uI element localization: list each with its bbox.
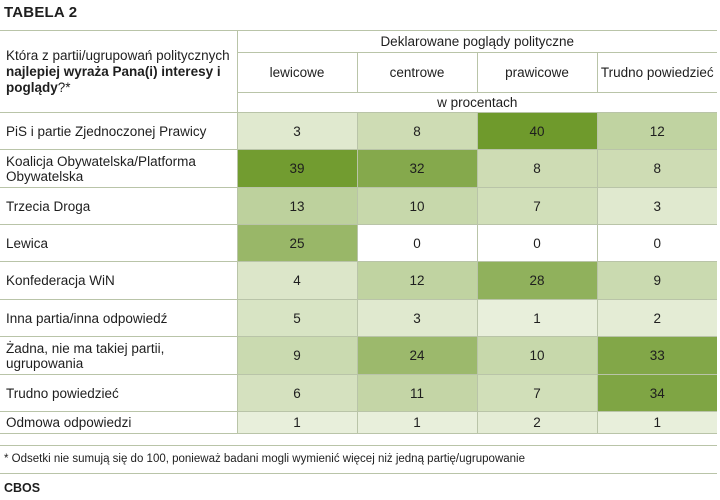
- value-cell: 3: [356, 299, 478, 337]
- value-cell: 10: [356, 187, 478, 225]
- value-cell: 39: [236, 149, 358, 188]
- row-label: Trudno powiedzieć: [0, 374, 238, 412]
- value-cell: 10: [476, 336, 598, 375]
- value-cell: 9: [236, 336, 358, 375]
- row-label: Żadna, nie ma takiej partii, ugrupowania: [0, 336, 238, 375]
- value-cell: 8: [356, 112, 478, 150]
- value-cell: 24: [356, 336, 478, 375]
- table-row: PiS i partie Zjednoczonej Prawicy 3 8 40 12: [0, 112, 717, 150]
- question-text-part1: Która z partii/ugrupowań politycznych: [6, 47, 230, 63]
- value-cell: 34: [596, 374, 717, 412]
- table-body: PiS i partie Zjednoczonej Prawicy 3 8 40 12 K…: [0, 112, 717, 434]
- value-cell: 12: [596, 112, 717, 150]
- value-cell: 2: [476, 411, 598, 434]
- value-cell: 3: [236, 112, 358, 150]
- value-cell: 4: [236, 261, 358, 300]
- group-header: Deklarowane poglądy polityczne: [236, 30, 717, 53]
- value-cell: 0: [476, 224, 598, 262]
- footnote: * Odsetki nie sumują się do 100, poniewa…: [4, 453, 525, 465]
- row-label: Trzecia Droga: [0, 187, 238, 225]
- table-title: TABELA 2: [4, 4, 78, 21]
- divider-bottom: [0, 473, 717, 474]
- value-cell: 0: [356, 224, 478, 262]
- question-text-part2: ?*: [57, 79, 71, 95]
- value-cell: 1: [236, 411, 358, 434]
- value-cell: 40: [476, 112, 598, 150]
- value-cell: 1: [476, 299, 598, 337]
- column-header: centrowe: [356, 52, 478, 93]
- row-label: Konfederacja WiN: [0, 261, 238, 300]
- value-cell: 25: [236, 224, 358, 262]
- results-table: Która z partii/ugrupowań politycznych na…: [0, 30, 717, 434]
- value-cell: 3: [596, 187, 717, 225]
- table-row: Lewica 25 0 0 0: [0, 224, 717, 262]
- value-cell: 7: [476, 374, 598, 412]
- table-row: Trudno powiedzieć 6 11 7 34: [0, 374, 717, 412]
- column-header: lewicowe: [236, 52, 358, 93]
- value-cell: 1: [596, 411, 717, 434]
- column-header-row: lewicowe centrowe prawicowe Trudno powiedzi…: [0, 52, 717, 93]
- source-label: CBOS: [4, 481, 41, 495]
- column-header: Trudno powiedzieć: [596, 52, 717, 93]
- value-cell: 6: [236, 374, 358, 412]
- question-cell: Która z partii/ugrupowań politycznych na…: [0, 30, 238, 113]
- value-cell: 8: [476, 149, 598, 188]
- row-label: Inna partia/inna odpowiedź: [0, 299, 238, 337]
- value-cell: 13: [236, 187, 358, 225]
- table-row: Inna partia/inna odpowiedź 5 3 1 2: [0, 299, 717, 337]
- row-label: Lewica: [0, 224, 238, 262]
- value-cell: 1: [356, 411, 478, 434]
- row-label: Odmowa odpowiedzi: [0, 411, 238, 434]
- value-cell: 5: [236, 299, 358, 337]
- value-cell: 11: [356, 374, 478, 412]
- divider-top: [0, 445, 717, 446]
- value-cell: 7: [476, 187, 598, 225]
- table-row: Trzecia Droga 13 10 7 3: [0, 187, 717, 225]
- question-text-bold: najlepiej wyraża Pana(i) interesy i pogl…: [6, 63, 221, 95]
- value-cell: 0: [596, 224, 717, 262]
- value-cell: 12: [356, 261, 478, 300]
- value-cell: 8: [596, 149, 717, 188]
- unit-label: w procentach: [236, 92, 717, 113]
- value-cell: 9: [596, 261, 717, 300]
- value-cell: 32: [356, 149, 478, 188]
- value-cell: 33: [596, 336, 717, 375]
- table-row: Konfederacja WiN 4 12 28 9: [0, 261, 717, 300]
- column-header: prawicowe: [476, 52, 598, 93]
- row-label: Koalicja Obywatelska/Platforma Obywatels…: [0, 149, 238, 188]
- value-cell: 28: [476, 261, 598, 300]
- value-cell: 2: [596, 299, 717, 337]
- table-row: Odmowa odpowiedzi 1 1 2 1: [0, 411, 717, 434]
- table-row: Żadna, nie ma takiej partii, ugrupowania…: [0, 336, 717, 375]
- row-label: PiS i partie Zjednoczonej Prawicy: [0, 112, 238, 150]
- table-row: Koalicja Obywatelska/Platforma Obywatels…: [0, 149, 717, 188]
